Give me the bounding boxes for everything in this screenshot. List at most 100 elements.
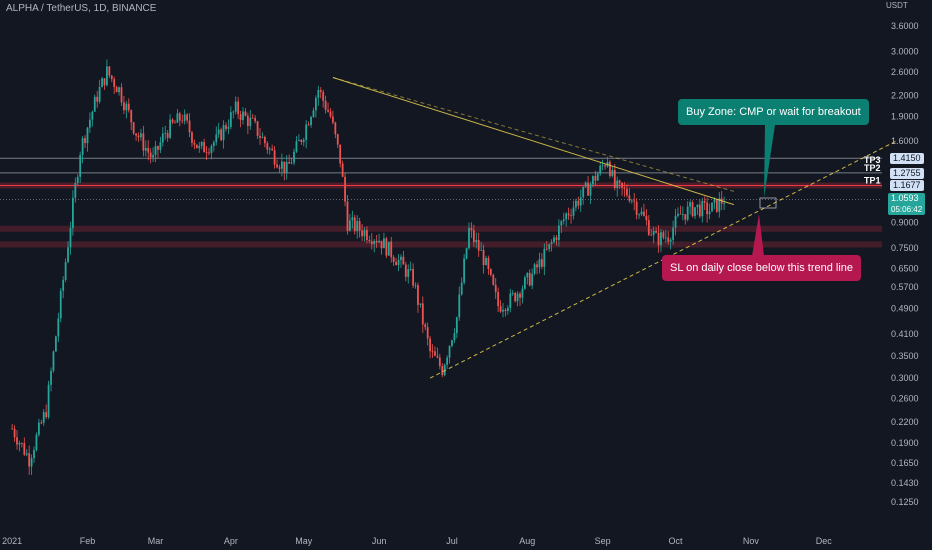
candle-body bbox=[492, 274, 495, 285]
candle-body bbox=[186, 114, 189, 121]
candle-body bbox=[572, 207, 575, 216]
candle-body bbox=[560, 221, 563, 226]
candle-body bbox=[723, 203, 726, 205]
candle-body bbox=[419, 303, 422, 305]
candle-body bbox=[446, 357, 449, 365]
candle-body bbox=[635, 201, 638, 215]
candle-body bbox=[502, 309, 504, 312]
candle-body bbox=[42, 412, 45, 423]
candle-body bbox=[353, 217, 356, 232]
candle-body bbox=[621, 182, 623, 188]
candle-body bbox=[596, 173, 599, 181]
candle-body bbox=[290, 162, 293, 164]
candle-body bbox=[174, 122, 176, 124]
candle-body bbox=[497, 291, 500, 307]
trendline-descending-resistance-projection bbox=[332, 77, 734, 192]
candle-body bbox=[288, 162, 291, 164]
candle-body bbox=[132, 122, 135, 134]
candle-body bbox=[395, 261, 397, 266]
candle-body bbox=[575, 200, 577, 208]
candle-body bbox=[708, 211, 711, 215]
candle-body bbox=[526, 272, 529, 278]
candle-body bbox=[47, 384, 50, 418]
candle-body bbox=[587, 182, 589, 196]
candle-body bbox=[582, 186, 585, 198]
candle-body bbox=[383, 238, 385, 249]
candle-body bbox=[477, 239, 480, 251]
candle-body bbox=[584, 182, 587, 187]
candle-body bbox=[485, 257, 487, 266]
candle-body bbox=[259, 135, 261, 138]
candle-body bbox=[200, 141, 203, 146]
candle-body bbox=[438, 357, 441, 367]
candle-body bbox=[276, 164, 278, 168]
candle-body bbox=[356, 221, 359, 232]
candle-body bbox=[424, 324, 427, 328]
candle-body bbox=[558, 225, 560, 241]
candle-body bbox=[220, 129, 223, 141]
candle-body bbox=[285, 162, 288, 174]
candle-body bbox=[577, 200, 580, 206]
y-tick-label: 1.9000 bbox=[891, 111, 919, 121]
candle-body bbox=[363, 230, 366, 237]
candle-body bbox=[181, 120, 184, 122]
candle-body bbox=[205, 152, 208, 153]
candle-body bbox=[545, 248, 548, 250]
candle-body bbox=[346, 201, 349, 231]
candle-body bbox=[254, 118, 257, 122]
candle-body bbox=[487, 257, 490, 270]
candle-body bbox=[421, 303, 424, 325]
candle-body bbox=[188, 120, 191, 133]
candle-body bbox=[317, 90, 320, 98]
y-tick-label: 0.3000 bbox=[891, 373, 919, 383]
candle-body bbox=[23, 443, 26, 455]
candle-body bbox=[84, 138, 86, 144]
candle-body bbox=[594, 176, 597, 181]
y-tick-label: 0.2600 bbox=[891, 393, 919, 403]
candle-body bbox=[455, 317, 458, 334]
candle-body bbox=[441, 366, 444, 376]
candle-body bbox=[626, 188, 628, 196]
candle-body bbox=[652, 230, 655, 235]
candle-body bbox=[351, 217, 354, 221]
candle-body bbox=[33, 450, 35, 459]
candle-body bbox=[108, 66, 111, 76]
y-tick-label: 0.1900 bbox=[891, 438, 919, 448]
candle-body bbox=[711, 202, 713, 212]
candle-body bbox=[103, 78, 106, 86]
candle-body bbox=[57, 318, 60, 337]
candle-body bbox=[76, 176, 79, 183]
support-band bbox=[0, 225, 882, 232]
candle-body bbox=[149, 152, 152, 158]
candle-body bbox=[553, 237, 555, 243]
candle-body bbox=[380, 240, 383, 249]
candle-body bbox=[96, 96, 99, 102]
price-axis[interactable]: USDT 3.6000 3.0000 2.6000 2.2000 1.9000 1.600… bbox=[886, 1, 919, 507]
candle-body bbox=[159, 142, 162, 150]
candle-body bbox=[227, 126, 230, 129]
candle-body bbox=[215, 134, 218, 143]
candle-body bbox=[169, 119, 171, 138]
candle-body bbox=[643, 211, 645, 216]
candle-body bbox=[69, 228, 72, 248]
candle-body bbox=[618, 180, 621, 183]
candle-body bbox=[268, 148, 271, 150]
chart-title: ALPHA / TetherUS, 1D, BINANCE bbox=[6, 3, 157, 14]
candle-body bbox=[16, 437, 18, 445]
candle-body bbox=[701, 200, 704, 217]
candle-body bbox=[404, 264, 407, 277]
candle-body bbox=[193, 142, 196, 145]
candle-body bbox=[514, 292, 517, 302]
candle-body bbox=[494, 284, 497, 292]
y-tick-label: 2.6000 bbox=[891, 67, 919, 77]
candle-body bbox=[397, 260, 400, 266]
candle-body bbox=[246, 115, 249, 127]
candle-body bbox=[533, 264, 536, 274]
candle-body bbox=[120, 87, 123, 103]
candle-body bbox=[295, 141, 298, 152]
time-axis[interactable]: 2021 Feb Mar Apr May Jun Jul Aug Sep Oct Nov Dec bbox=[2, 536, 832, 546]
candle-body bbox=[429, 338, 432, 352]
level-label-tp3: TP3 bbox=[864, 155, 881, 165]
